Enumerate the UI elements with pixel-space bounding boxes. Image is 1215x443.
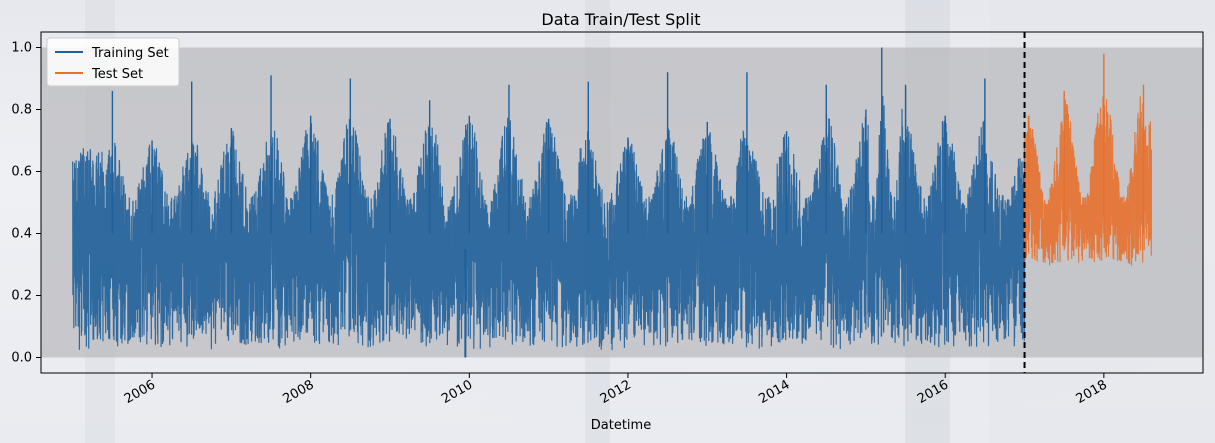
y-tick-label-0: 0.0: [11, 351, 32, 366]
x-tick-label-4: 2014: [756, 377, 792, 407]
series-line-test: [1023, 96, 1152, 266]
y-tick-label-2: 0.4: [11, 227, 32, 242]
x-tick-label-3: 2012: [598, 377, 634, 407]
x-tick-label-2: 2010: [439, 377, 475, 407]
x-tick-label-1: 2008: [281, 377, 317, 407]
x-axis-label: Datetime: [591, 418, 651, 433]
axes-frame: [40, 31, 1204, 374]
y-tick-label-5: 1.0: [11, 41, 32, 56]
chart-title: Data Train/Test Split: [541, 10, 700, 29]
legend-label-test: Test Set: [91, 67, 143, 82]
x-tick-label-6: 2018: [1074, 377, 1110, 407]
y-tick-label-4: 0.8: [11, 103, 32, 118]
legend[interactable]: Training Set Test Set: [46, 37, 180, 87]
legend-label-training: Training Set: [91, 46, 169, 61]
x-tick-label-5: 2016: [915, 377, 951, 407]
x-tick-label-0: 2006: [122, 377, 158, 407]
y-tick-label-1: 0.2: [11, 289, 32, 304]
series-layer: [72, 32, 1152, 373]
y-tick-label-3: 0.6: [11, 165, 32, 180]
